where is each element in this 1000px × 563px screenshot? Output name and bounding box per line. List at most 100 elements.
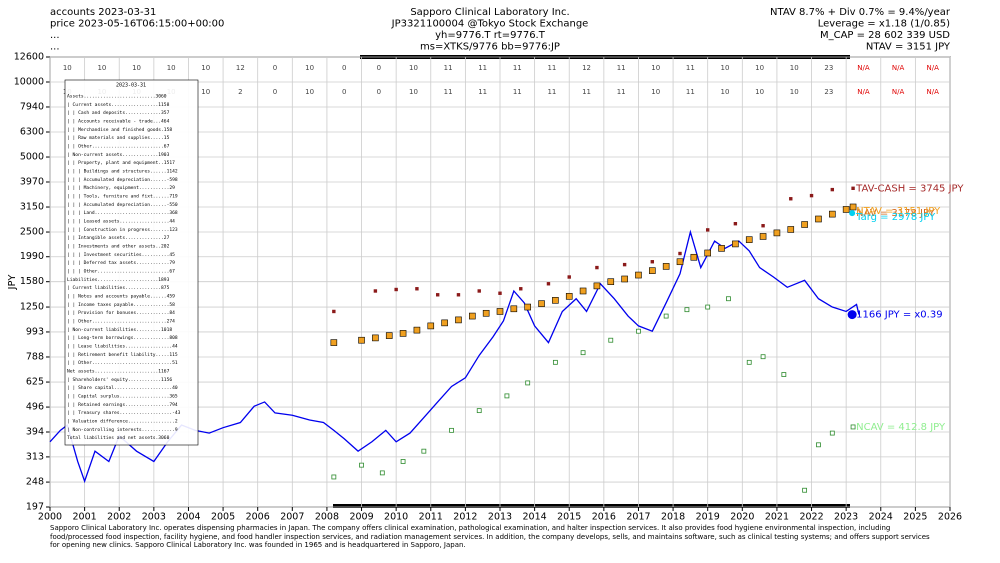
count-label: 11 — [444, 88, 453, 96]
count-label: 10 — [409, 64, 418, 72]
header-text: JP3321100004 @Tokyo Stock Exchange — [391, 19, 589, 30]
ntav-marker — [565, 293, 573, 300]
tav-marker — [373, 289, 378, 293]
header-text: ... — [50, 42, 60, 53]
ntav-marker — [510, 305, 518, 313]
ntav-marker — [593, 282, 601, 290]
balance-sheet-line: Net assets.......................1167 — [67, 369, 170, 375]
balance-sheet-line: | | Investments and other assets..202 — [67, 244, 170, 250]
balance-sheet-line: | | Merchandise and finished goods.158 — [67, 127, 172, 133]
count-label: 11 — [686, 64, 695, 72]
y-tick-label: 496 — [26, 402, 44, 413]
count-label: N/A — [926, 64, 939, 72]
tav-marker — [733, 222, 738, 226]
ncav-marker — [421, 448, 427, 454]
ncav-marker — [726, 296, 731, 302]
balance-sheet-line: | | Treasury shares...................-4… — [67, 410, 181, 416]
ncav-marker — [552, 359, 558, 365]
x-tick-label: 2013 — [488, 512, 512, 523]
y-tick-label: 7940 — [20, 101, 44, 112]
balance-sheet-line: | | | Buildings and structures......1142 — [67, 169, 178, 175]
ntav-marker — [579, 287, 587, 295]
count-label: 11 — [478, 64, 487, 72]
count-label: 10 — [201, 88, 210, 96]
tav-marker — [789, 197, 793, 201]
ntav-marker — [607, 278, 615, 285]
balance-sheet-line: | | | Construction in progress.......123 — [67, 227, 178, 233]
tav-marker — [567, 275, 571, 279]
x-tick-label: 2022 — [799, 512, 823, 523]
balance-sheet-line: | | Capital surplus..................365 — [67, 394, 178, 400]
ncav-marker — [379, 470, 385, 476]
ncav-marker — [760, 354, 766, 360]
count-label: 0 — [342, 64, 346, 72]
balance-sheet-line: | | Provision for bonuses............84 — [67, 310, 175, 316]
tav-marker — [456, 293, 461, 297]
count-label: 12 — [582, 64, 591, 72]
x-tick-label: 2017 — [626, 512, 650, 523]
x-tick-label: 2000 — [38, 512, 62, 523]
header-text: yh=9776.T rt=9776.T — [435, 30, 546, 41]
x-tick-label: 2024 — [869, 512, 893, 523]
count-label: 0 — [377, 88, 381, 96]
balance-sheet-line: Liabilities......................1893 — [67, 277, 170, 283]
ncav-marker — [449, 427, 454, 433]
y-tick-label: 1250 — [20, 302, 44, 313]
x-tick-label: 2004 — [176, 512, 200, 523]
balance-sheet-line: | Valuation difference.................2 — [67, 419, 178, 425]
balance-sheet-line: | | Accounts receivable - trade...464 — [67, 119, 170, 125]
count-label: 10 — [201, 64, 210, 72]
y-tick-label: 788 — [26, 351, 44, 362]
balance-sheet-line: | | Notes and accounts payable......459 — [67, 294, 175, 300]
tav-marker — [477, 289, 481, 293]
balance-sheet-line: | | Long-term borrowings.............808 — [67, 335, 178, 341]
ntav-marker — [773, 229, 781, 237]
ntav-marker — [441, 319, 448, 327]
count-label: 0 — [273, 88, 277, 96]
ntav-marker — [849, 203, 857, 211]
ntav-marker — [372, 334, 379, 342]
balance-sheet-line: | | | Machinery, equipment...........29 — [67, 185, 175, 191]
ncav-marker — [802, 487, 808, 493]
x-tick-label: 2018 — [661, 512, 685, 523]
count-label: 11 — [617, 88, 626, 96]
ncav-marker — [684, 307, 690, 313]
end-label: 1166 JPY = x0.39 — [856, 310, 942, 321]
count-label: 0 — [377, 64, 381, 72]
tav-marker — [851, 186, 855, 190]
tav-marker — [415, 287, 419, 291]
ntav-marker — [801, 221, 808, 228]
balance-sheet-line: | Current assets.................1158 — [67, 102, 170, 108]
ncav-marker — [636, 328, 641, 334]
y-tick-label: 3150 — [20, 202, 44, 213]
count-label: 10 — [63, 64, 72, 72]
ntav-marker — [745, 236, 753, 243]
ntav-marker — [649, 267, 656, 274]
x-tick-label: 2019 — [696, 512, 720, 523]
header-text: NTAV = 3151 JPY — [866, 42, 951, 53]
balance-sheet-line: Total liabilities and net assets.3060 — [67, 435, 170, 441]
header-text: Sapporo Clinical Laboratory Inc. — [410, 7, 569, 18]
ntav-marker — [385, 332, 393, 339]
y-tick-label: 993 — [26, 326, 44, 337]
count-label: N/A — [926, 88, 939, 96]
ncav-marker — [816, 442, 821, 448]
ntav-marker — [399, 330, 407, 337]
y-tick-label: 313 — [26, 451, 44, 462]
balance-sheet-line: | Shareholders' equity............1156 — [67, 377, 172, 383]
end-marker — [847, 310, 857, 320]
count-label: 10 — [305, 88, 314, 96]
balance-sheet-line: | | | Land...........................368 — [67, 210, 178, 216]
description: Sapporo Clinical Laboratory Inc. operate… — [50, 524, 930, 549]
tav-marker — [546, 282, 551, 286]
ncav-marker — [705, 304, 711, 310]
count-label: 0 — [342, 88, 346, 96]
count-label: 11 — [444, 64, 453, 72]
ntav-marker — [413, 326, 421, 334]
ntav-marker — [496, 308, 504, 315]
x-tick-label: 2016 — [592, 512, 616, 523]
x-tick-label: 2011 — [419, 512, 443, 523]
tav-marker — [705, 228, 710, 232]
x-tick-label: 2021 — [765, 512, 789, 523]
ncav-marker — [663, 313, 669, 319]
